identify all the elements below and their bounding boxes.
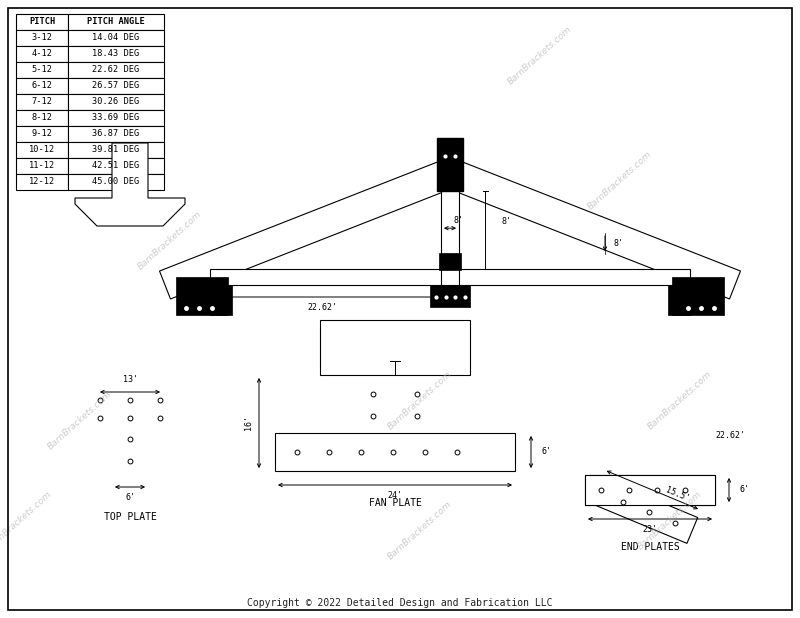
Bar	[585, 475, 715, 505]
Text: 36.87 DEG: 36.87 DEG	[92, 130, 140, 138]
Text: BarnBrackets.com: BarnBrackets.com	[646, 369, 714, 431]
Bar	[439, 253, 461, 270]
Text: 8': 8'	[613, 239, 623, 248]
Text: 15.5': 15.5'	[664, 486, 691, 504]
Bar	[16, 94, 68, 110]
Text: 8': 8'	[453, 216, 463, 225]
Text: 22.62': 22.62'	[715, 431, 745, 439]
Bar	[585, 475, 715, 505]
Bar	[430, 285, 470, 307]
Text: 13': 13'	[122, 376, 138, 384]
Bar	[68, 46, 164, 62]
Bar	[16, 30, 68, 46]
Text: BarnBrackets.com: BarnBrackets.com	[636, 489, 704, 551]
Bar	[68, 142, 164, 158]
Bar	[210, 269, 690, 285]
Polygon shape	[437, 138, 463, 191]
Bar	[16, 158, 68, 174]
Text: 6': 6'	[739, 486, 749, 494]
Text: 6': 6'	[541, 447, 551, 457]
Bar	[68, 174, 164, 190]
Text: 7-12: 7-12	[31, 98, 53, 106]
Text: 8-12: 8-12	[31, 114, 53, 122]
Bar	[668, 285, 690, 315]
Text: 24': 24'	[387, 491, 402, 499]
Text: 33.69 DEG: 33.69 DEG	[92, 114, 140, 122]
Bar	[68, 30, 164, 46]
Text: BarnBrackets.com: BarnBrackets.com	[136, 209, 204, 271]
Text: 22.62': 22.62'	[307, 302, 337, 311]
Bar	[16, 142, 68, 158]
Text: 39.81 DEG: 39.81 DEG	[92, 145, 140, 154]
Polygon shape	[445, 159, 741, 299]
Text: 12-12: 12-12	[29, 177, 55, 187]
Text: BarnBrackets.com: BarnBrackets.com	[0, 489, 54, 551]
Bar	[275, 433, 515, 471]
Text: 30.26 DEG: 30.26 DEG	[92, 98, 140, 106]
Text: Copyright © 2022 Detailed Design and Fabrication LLC: Copyright © 2022 Detailed Design and Fab…	[247, 598, 553, 608]
Text: FAN PLATE: FAN PLATE	[369, 498, 422, 508]
Bar	[16, 46, 68, 62]
Bar	[16, 110, 68, 126]
Bar	[16, 126, 68, 142]
Bar	[68, 14, 164, 30]
Polygon shape	[590, 477, 698, 543]
Text: TOP PLATE: TOP PLATE	[103, 512, 157, 522]
Text: 9-12: 9-12	[31, 130, 53, 138]
Text: 3-12: 3-12	[31, 33, 53, 43]
Bar	[68, 94, 164, 110]
Text: 18.43 DEG: 18.43 DEG	[92, 49, 140, 59]
Text: 11-12: 11-12	[29, 161, 55, 171]
Text: BarnBrackets.com: BarnBrackets.com	[386, 369, 454, 431]
Text: 26.57 DEG: 26.57 DEG	[92, 82, 140, 90]
Text: BarnBrackets.com: BarnBrackets.com	[506, 24, 574, 86]
Bar	[68, 78, 164, 94]
Bar	[68, 158, 164, 174]
Bar	[176, 277, 228, 315]
Text: 14.04 DEG: 14.04 DEG	[92, 33, 140, 43]
Bar	[320, 320, 470, 375]
Bar	[16, 174, 68, 190]
Text: 6-12: 6-12	[31, 82, 53, 90]
Text: 23': 23'	[642, 525, 658, 533]
Text: 22.62 DEG: 22.62 DEG	[92, 66, 140, 75]
Bar	[672, 277, 724, 315]
Polygon shape	[159, 159, 455, 299]
Text: 5-12: 5-12	[31, 66, 53, 75]
Text: 45.00 DEG: 45.00 DEG	[92, 177, 140, 187]
Text: BarnBrackets.com: BarnBrackets.com	[46, 389, 114, 451]
Bar	[68, 126, 164, 142]
Text: 4-12: 4-12	[31, 49, 53, 59]
Text: BarnBrackets.com: BarnBrackets.com	[586, 149, 654, 211]
Bar	[16, 78, 68, 94]
Text: 16': 16'	[245, 415, 254, 431]
Bar	[16, 14, 68, 30]
Text: 8': 8'	[502, 216, 512, 226]
Bar	[210, 285, 232, 315]
Polygon shape	[75, 143, 185, 226]
Text: PITCH ANGLE: PITCH ANGLE	[87, 17, 145, 27]
Bar	[441, 173, 459, 285]
Text: END PLATES: END PLATES	[621, 542, 679, 552]
Text: BarnBrackets.com: BarnBrackets.com	[386, 499, 454, 561]
Bar	[68, 62, 164, 78]
Text: PITCH: PITCH	[29, 17, 55, 27]
Text: 6': 6'	[125, 493, 135, 501]
Text: 10-12: 10-12	[29, 145, 55, 154]
Bar	[68, 110, 164, 126]
Text: 42.51 DEG: 42.51 DEG	[92, 161, 140, 171]
Bar	[16, 62, 68, 78]
